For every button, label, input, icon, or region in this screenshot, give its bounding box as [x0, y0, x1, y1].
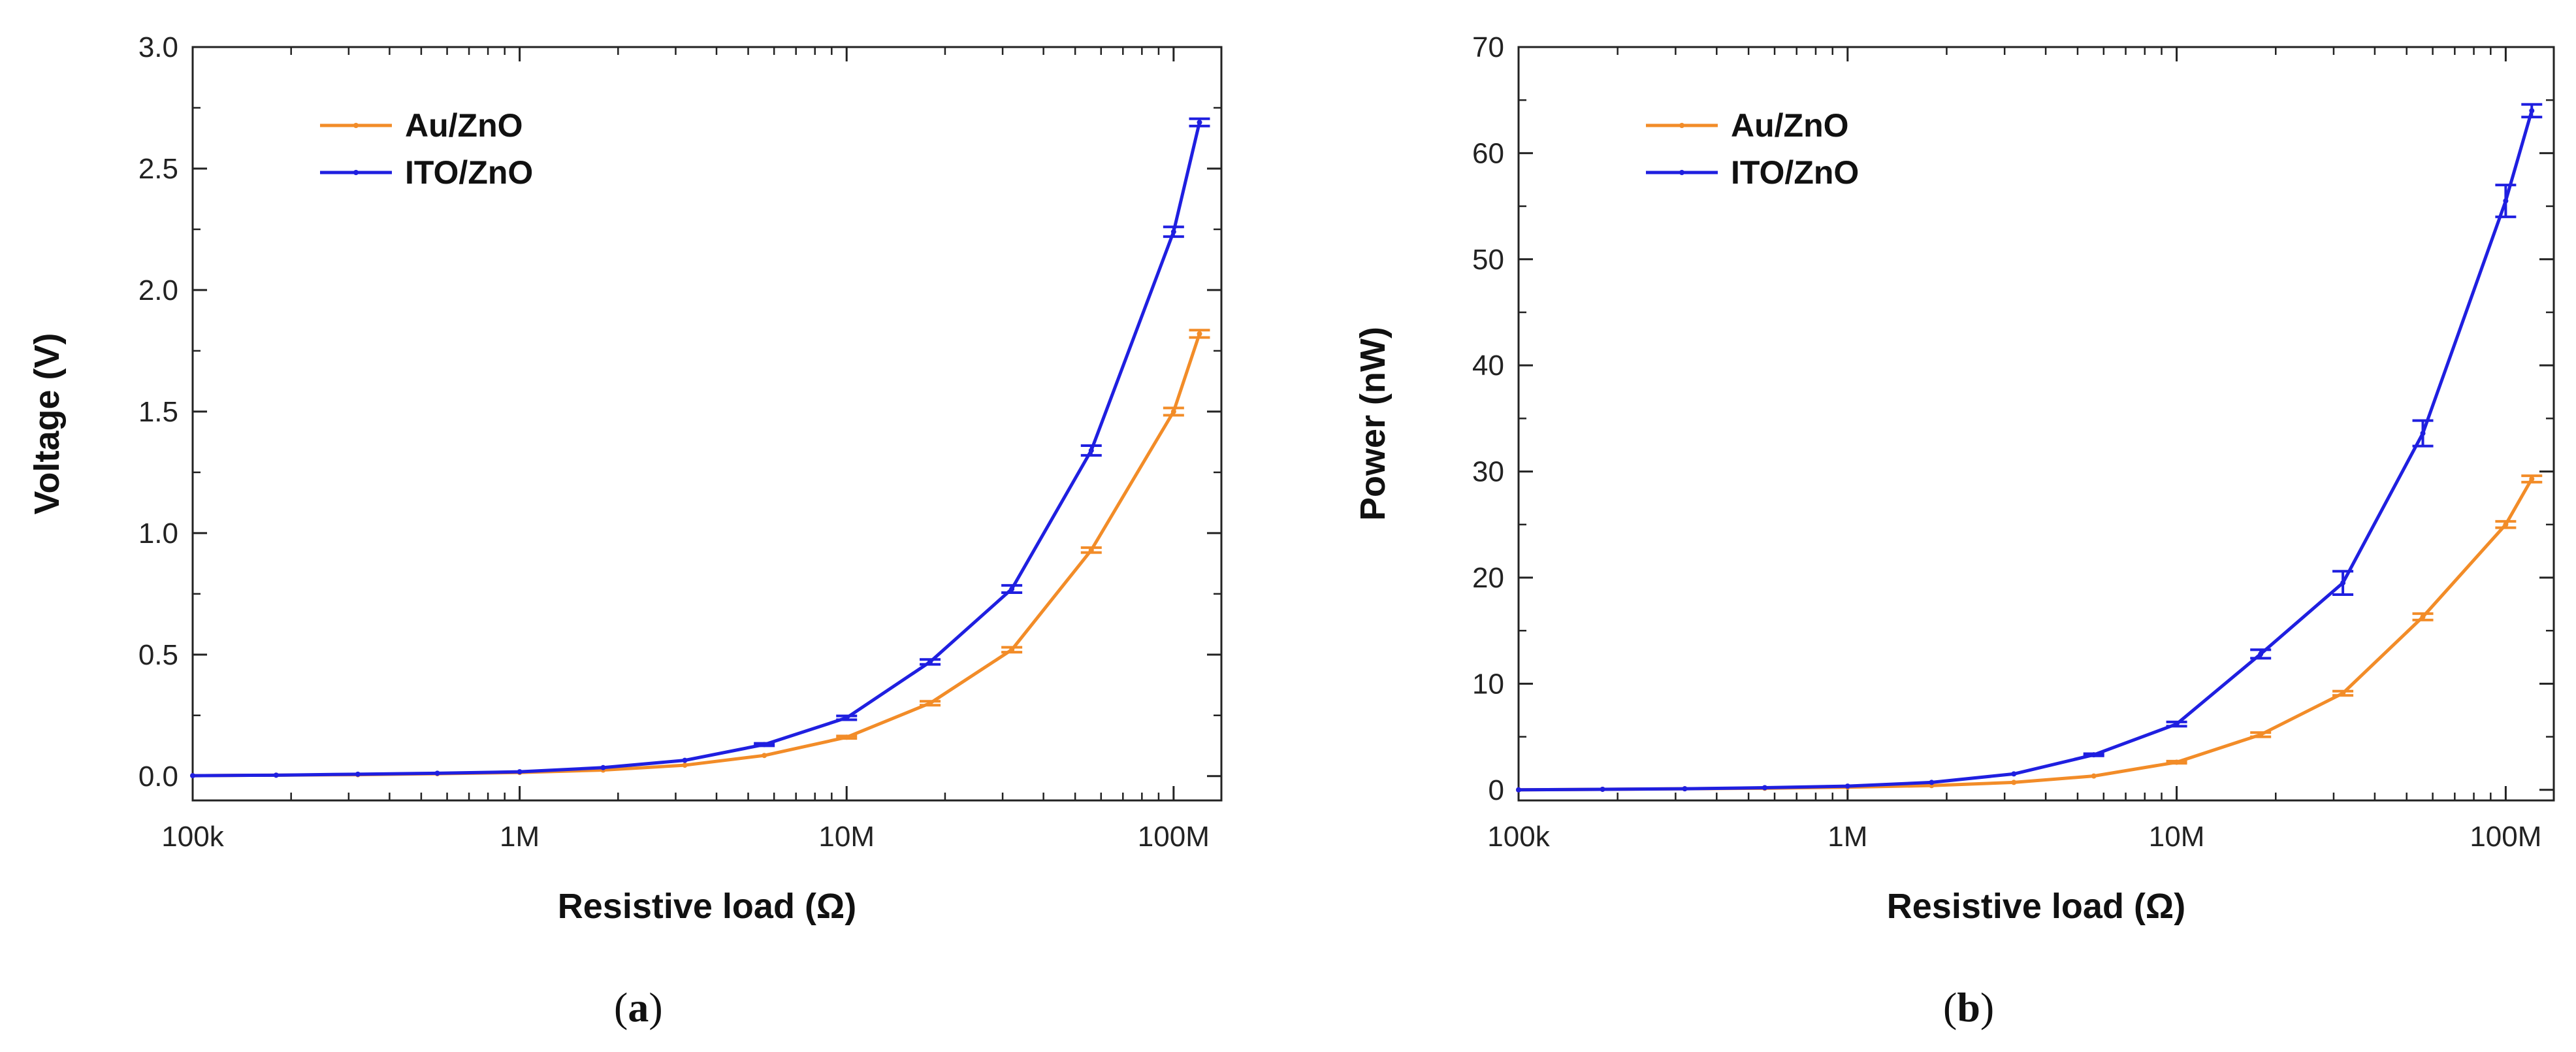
legend-marker — [353, 170, 359, 175]
legend-marker — [353, 123, 359, 128]
x-tick-label: 1M — [1827, 821, 1867, 853]
series-line-ito-zno — [192, 122, 1201, 778]
x-axis-label: Resistive load (Ω) — [1887, 887, 2185, 926]
data-point — [434, 770, 440, 776]
legend-label: Au/ZnO — [405, 107, 523, 144]
legend-label: ITO/ZnO — [405, 154, 533, 191]
y-tick-label: 3.0 — [138, 31, 178, 63]
y-tick-label: 1.5 — [138, 396, 178, 428]
legend-marker — [1679, 123, 1684, 128]
chart-power: 100k 1M 10M 100M 0 10 20 30 40 50 60 70 Resistive lo… — [1353, 31, 2555, 926]
data-point — [1929, 780, 1935, 785]
data-point — [1682, 786, 1688, 792]
x-tick-label: 100M — [1138, 821, 1210, 853]
x-tick-label: 100k — [1487, 821, 1550, 853]
y-tick-label: 50 — [1472, 244, 1504, 276]
data-point — [2091, 773, 2097, 779]
y-tick-label: 2.0 — [138, 274, 178, 306]
series-line-au-zno — [1518, 478, 2534, 792]
x-tick-label: 10M — [2149, 821, 2205, 853]
x-tick-label: 1M — [500, 821, 539, 853]
data-point — [2011, 780, 2017, 785]
data-point — [190, 773, 195, 779]
y-tick-label: 40 — [1472, 350, 1504, 382]
y-tick-label: 0.0 — [138, 761, 178, 793]
legend-label: ITO/ZnO — [1731, 154, 1859, 191]
panel-label-b: (b) — [1943, 984, 1995, 1030]
legend-marker — [1679, 170, 1684, 175]
x-tick-label: 100M — [2470, 821, 2541, 853]
chart-voltage: 100k 1M 10M 100M 0.0 0.5 1.0 1.5 2.0 2.5 3.0 Resist… — [27, 31, 1223, 926]
y-axis-label: Power (nW) — [1353, 327, 1393, 521]
data-point — [1516, 787, 1521, 793]
data-point — [762, 753, 767, 759]
y-tick-label: 0.5 — [138, 639, 178, 671]
data-point — [2011, 771, 2017, 777]
y-tick-label: 0 — [1489, 774, 1504, 806]
data-point — [1600, 786, 1605, 792]
y-tick-label: 30 — [1472, 456, 1504, 488]
plot-frame — [191, 46, 1223, 802]
y-tick-label: 60 — [1472, 137, 1504, 169]
data-point — [355, 771, 361, 777]
y-tick-label: 2.5 — [138, 153, 178, 185]
data-point — [517, 769, 523, 775]
data-point — [273, 772, 279, 778]
data-point — [600, 764, 606, 770]
y-tick-label: 10 — [1472, 668, 1504, 700]
x-axis-label: Resistive load (Ω) — [558, 887, 856, 926]
y-tick-label: 1.0 — [138, 518, 178, 550]
y-tick-label: 20 — [1472, 562, 1504, 594]
x-tick-label: 10M — [818, 821, 875, 853]
data-point — [1762, 785, 1767, 791]
series-line-au-zno — [192, 333, 1201, 778]
panel-label-a: (a) — [614, 984, 663, 1030]
legend-label: Au/ZnO — [1731, 107, 1849, 144]
series-line-ito-zno — [1518, 110, 2534, 792]
y-tick-label: 70 — [1472, 31, 1504, 63]
y-axis-label: Voltage (V) — [27, 333, 67, 514]
x-tick-label: 100k — [161, 821, 224, 853]
data-point — [1844, 783, 1850, 789]
plot-frame — [1517, 46, 2555, 802]
data-point — [682, 757, 688, 763]
data-point — [682, 763, 688, 768]
